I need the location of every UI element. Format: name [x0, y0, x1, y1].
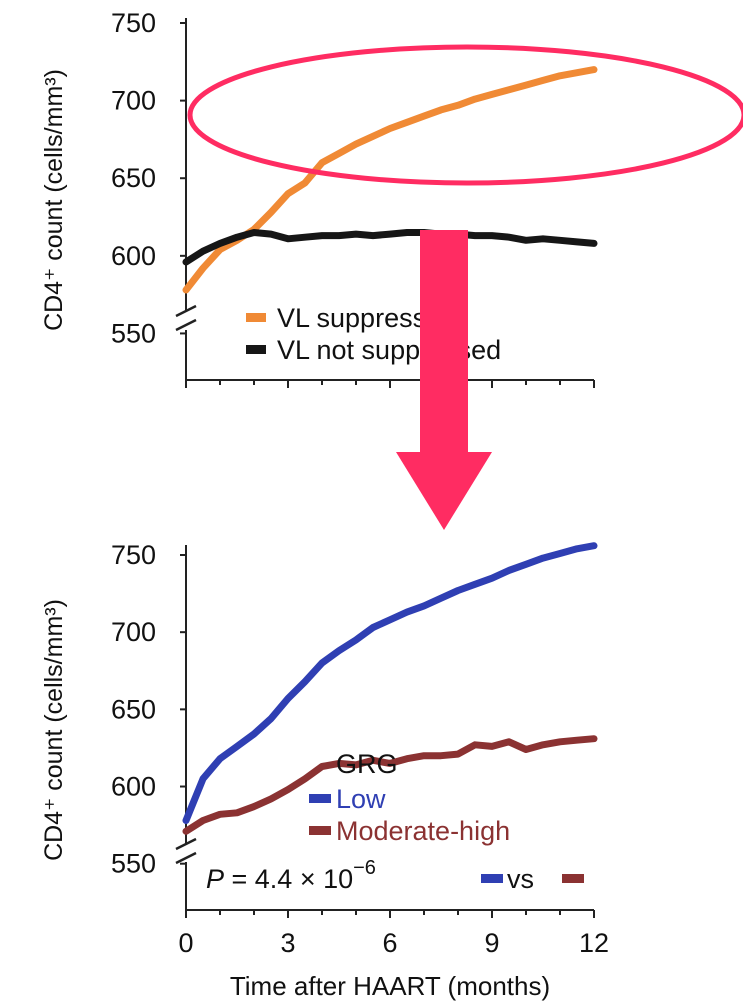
top-x-ticks: [185, 380, 595, 388]
bottom-legend-label-low: Low: [336, 784, 386, 814]
bottom-x-tick-label: 0: [178, 928, 193, 958]
top-series-line-vl-not-suppressed: [182, 229, 598, 266]
bottom-y-tick-label: 650: [111, 694, 156, 724]
bottom-legend-swatch-low: [309, 794, 331, 803]
bottom-series-line-low: [182, 542, 598, 824]
vs-swatch-low: [481, 874, 503, 883]
top-series-group: [182, 66, 598, 294]
vs-swatch-moderate-high: [562, 874, 584, 883]
top-y-tick-label: 750: [111, 8, 156, 38]
bottom-legend-title: GRG: [336, 749, 398, 779]
bottom-y-tick-label: 750: [111, 540, 156, 570]
top-axis-break-icon: [175, 304, 197, 332]
bottom-axis-break-icon: [175, 837, 197, 865]
bottom-x-ticks: 0 3 6 9 12: [178, 910, 609, 958]
top-y-tick-label: 600: [111, 241, 156, 271]
bottom-y-tick-label: 600: [111, 772, 156, 802]
top-legend-swatch-vl-suppressed: [246, 313, 266, 322]
bottom-x-axis-label: Time after HAART (months): [230, 971, 550, 1001]
bottom-series-group: [182, 542, 598, 835]
bottom-y-tick-label: 700: [111, 617, 156, 647]
top-legend-swatch-vl-not-suppressed: [246, 345, 266, 354]
top-y-tick-label: 650: [111, 163, 156, 193]
p-value-exponent: −6: [353, 857, 376, 879]
top-y-tick-label: 700: [111, 86, 156, 116]
down-arrow-icon: [396, 230, 492, 530]
highlight-ellipse: [187, 44, 743, 186]
bottom-y-tick-label: 550: [111, 849, 156, 879]
p-value-letter: P: [206, 864, 224, 894]
bottom-x-tick-label: 6: [382, 928, 397, 958]
bottom-legend-label-moderate-high: Moderate-high: [336, 816, 510, 846]
bottom-x-tick-label: 3: [280, 928, 295, 958]
vs-text: vs: [507, 864, 534, 894]
bottom-series-line-moderate-high: [182, 735, 598, 835]
top-y-axis-label: CD4⁺ count (cells/mm³): [40, 69, 68, 331]
bottom-legend-swatch-moderate-high: [309, 826, 331, 835]
top-y-tick-label: 550: [111, 318, 156, 348]
top-y-ticks: 550 600 650 700 750: [111, 8, 186, 348]
bottom-y-ticks: 550 600 650 700 750: [111, 540, 186, 879]
bottom-y-axis-label: CD4⁺ count (cells/mm³): [40, 599, 68, 861]
bottom-panel: CD4⁺ count (cells/mm³) 550 600 650 700 750 0…: [40, 540, 609, 1001]
bottom-x-tick-label: 12: [579, 928, 609, 958]
p-value-annotation: P = 4.4 × 10−6: [206, 857, 376, 894]
bottom-x-tick-label: 9: [484, 928, 499, 958]
p-value-text: = 4.4 × 10: [224, 864, 353, 894]
